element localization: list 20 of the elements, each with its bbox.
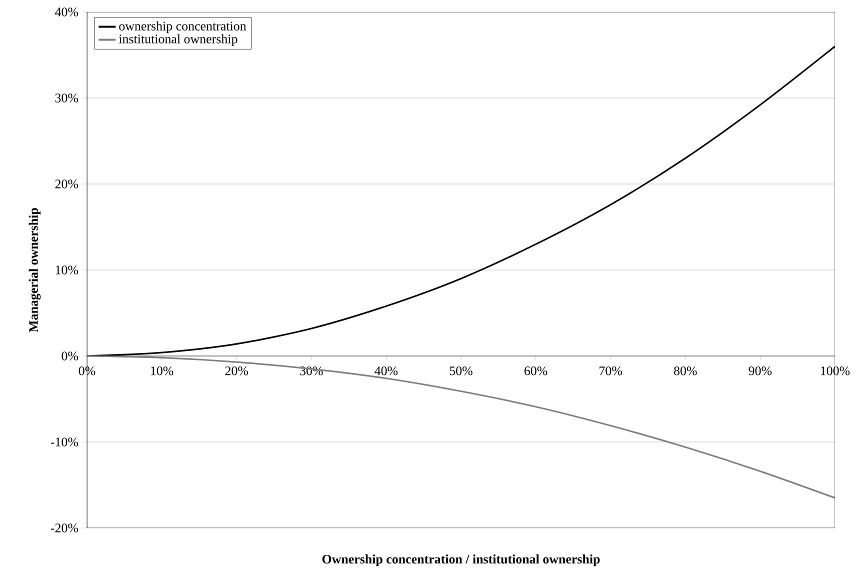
y-tick-label: 40%: [55, 8, 78, 16]
x-axis-title: Ownership concentration / institutional ownership: [322, 554, 600, 566]
x-tick-label: 100%: [821, 366, 850, 376]
y-tick-label: 20%: [55, 180, 78, 188]
y-tick-label: -10%: [50, 438, 78, 446]
y-tick-label: -20%: [50, 524, 78, 532]
x-tick-label: 70%: [600, 366, 622, 376]
legend-label: institutional ownership: [118, 34, 238, 46]
x-tick-label: 10%: [151, 366, 174, 376]
y-axis-title: Managerial ownership: [28, 208, 41, 332]
y-tick-label: 30%: [55, 94, 78, 102]
y-tick-label: 10%: [56, 266, 78, 274]
x-tick-label: 60%: [524, 366, 548, 376]
x-tick-label: 50%: [450, 366, 472, 376]
x-tick-label: 40%: [374, 366, 398, 376]
x-tick-label: 80%: [674, 366, 697, 376]
x-tick-label: 20%: [225, 366, 248, 376]
y-tick-label: 0%: [62, 352, 78, 360]
legend-label: ownership concentration: [119, 21, 246, 34]
x-tick-label: 90%: [748, 366, 772, 376]
